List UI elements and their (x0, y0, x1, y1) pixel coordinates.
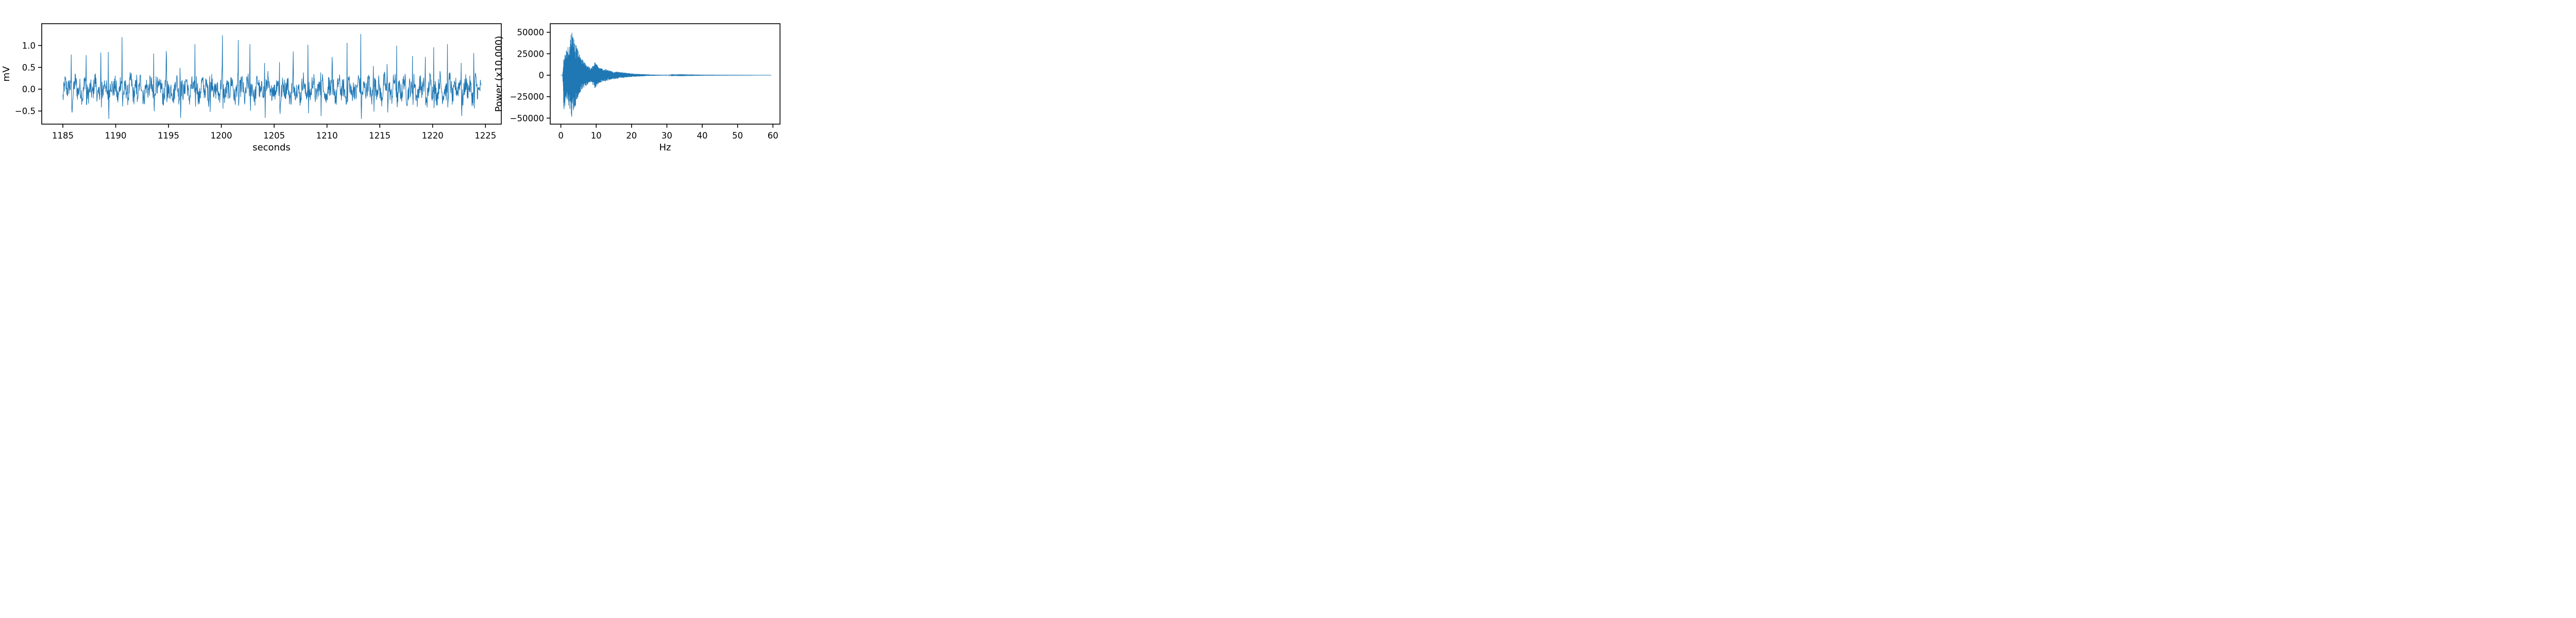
psd-x-tick-label: 0 (558, 131, 564, 141)
psd-x-axis: 0 10 20 30 40 50 60 (558, 124, 778, 141)
ecg-y-tick-label: −0.5 (15, 107, 36, 116)
ecg-x-tick-label: 1185 (52, 131, 74, 141)
ecg-series-line (62, 33, 482, 119)
psd-y-tick-label: 0 (539, 71, 545, 80)
psd-y-axis-label: Power (x10,000) (494, 36, 504, 112)
ecg-x-tick-label: 1220 (422, 131, 444, 141)
ecg-x-tick-label: 1190 (105, 131, 127, 141)
psd-x-tick-label: 30 (662, 131, 672, 141)
psd-series-line (561, 32, 771, 117)
ecg-chart: 1185 1190 1195 1200 1205 1210 1215 1220 1225 −0.… (1, 23, 502, 153)
power-spectrum-chart: 0 10 20 30 40 50 60 −50000 −25000 0 25000 50000 Hz… (494, 23, 781, 153)
psd-y-tick-label: 50000 (517, 28, 545, 38)
ecg-x-tick-label: 1205 (263, 131, 285, 141)
ecg-x-tick-label: 1210 (316, 131, 338, 141)
ecg-y-tick-label: 1.0 (22, 41, 36, 50)
psd-x-tick-label: 60 (768, 131, 778, 141)
psd-x-axis-label: Hz (659, 142, 671, 153)
ecg-x-tick-label: 1215 (369, 131, 391, 141)
figure: 1185 1190 1195 1200 1205 1210 1215 1220 1225 −0.… (1, 23, 781, 153)
ecg-x-axis: 1185 1190 1195 1200 1205 1210 1215 1220 1225 (52, 124, 496, 141)
ecg-axes-frame (41, 23, 502, 125)
ecg-y-tick-label: 0.5 (22, 63, 36, 73)
psd-x-tick-label: 20 (626, 131, 637, 141)
ecg-y-axis: −0.5 0.0 0.5 1.0 (15, 41, 42, 116)
psd-x-tick-label: 50 (732, 131, 743, 141)
psd-y-tick-label: −50000 (510, 113, 544, 123)
psd-y-tick-label: −25000 (510, 92, 544, 102)
psd-x-tick-label: 40 (697, 131, 708, 141)
ecg-y-axis-label: mV (1, 66, 12, 82)
psd-axes-frame (550, 23, 781, 125)
ecg-y-tick-label: 0.0 (22, 84, 36, 94)
psd-y-axis: −50000 −25000 0 25000 50000 (510, 28, 550, 123)
psd-x-tick-label: 10 (591, 131, 602, 141)
ecg-x-tick-label: 1225 (474, 131, 496, 141)
ecg-x-tick-label: 1200 (211, 131, 232, 141)
ecg-x-axis-label: seconds (252, 142, 291, 153)
psd-plot-area (561, 32, 771, 117)
ecg-plot-area (62, 33, 482, 119)
ecg-x-tick-label: 1195 (158, 131, 179, 141)
psd-y-tick-label: 25000 (517, 49, 545, 59)
